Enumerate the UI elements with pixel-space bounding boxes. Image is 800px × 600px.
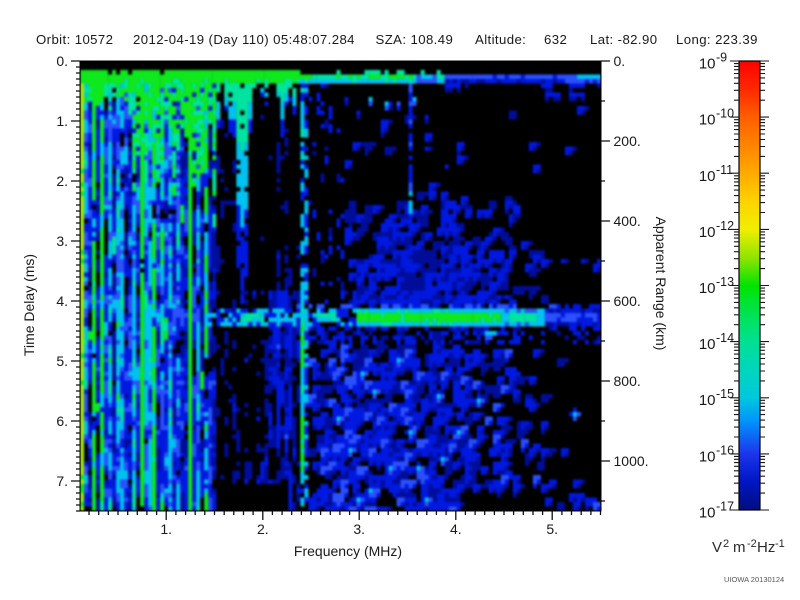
svg-text:5.: 5.	[56, 353, 68, 369]
svg-text:10: 10	[699, 505, 716, 522]
svg-text:6.: 6.	[56, 413, 68, 429]
svg-text:632: 632	[544, 32, 567, 47]
svg-text:-12: -12	[716, 219, 734, 233]
svg-text:Time Delay (ms): Time Delay (ms)	[21, 254, 37, 356]
svg-text:-17: -17	[716, 500, 734, 514]
svg-text:Altitude:: Altitude:	[475, 32, 526, 47]
svg-text:2: 2	[723, 538, 729, 550]
svg-text:Frequency (MHz): Frequency (MHz)	[294, 543, 402, 559]
svg-text:800.: 800.	[614, 373, 641, 389]
svg-text:10: 10	[699, 168, 716, 185]
svg-text:2012-04-19 (Day 110) 05:48:07.: 2012-04-19 (Day 110) 05:48:07.284	[133, 32, 355, 47]
svg-text:Hz: Hz	[757, 539, 775, 556]
svg-text:10: 10	[699, 336, 716, 353]
svg-text:V: V	[712, 539, 722, 556]
svg-text:1.: 1.	[56, 113, 68, 129]
svg-text:2.: 2.	[56, 173, 68, 189]
svg-text:-11: -11	[716, 163, 733, 177]
svg-text:1.: 1.	[160, 521, 172, 537]
svg-text:0.: 0.	[614, 53, 626, 69]
svg-text:-13: -13	[716, 275, 734, 289]
svg-text:200.: 200.	[614, 133, 641, 149]
svg-text:0.: 0.	[56, 53, 68, 69]
svg-text:UIOWA 20130124: UIOWA 20130124	[724, 575, 784, 584]
svg-text:-9: -9	[716, 51, 727, 65]
svg-text:Apparent Range (km): Apparent Range (km)	[653, 217, 669, 351]
svg-text:10: 10	[699, 112, 716, 129]
svg-text:10: 10	[699, 56, 716, 73]
svg-text:-14: -14	[716, 331, 734, 345]
svg-text:3.: 3.	[353, 521, 365, 537]
svg-text:3.: 3.	[56, 233, 68, 249]
svg-text:10: 10	[699, 224, 716, 241]
svg-text:400.: 400.	[614, 213, 641, 229]
svg-text:4.: 4.	[56, 293, 68, 309]
svg-text:2.: 2.	[257, 521, 269, 537]
svg-text:10: 10	[699, 448, 716, 465]
svg-text:-10: -10	[716, 107, 734, 121]
svg-text:1000.: 1000.	[614, 453, 649, 469]
svg-text:Lat: -82.90: Lat: -82.90	[590, 32, 657, 47]
svg-text:10: 10	[699, 392, 716, 409]
svg-text:4.: 4.	[450, 521, 462, 537]
svg-text:5.: 5.	[546, 521, 558, 537]
svg-text:Long: 223.39: Long: 223.39	[676, 32, 758, 47]
svg-text:m: m	[733, 539, 746, 556]
svg-text:7.: 7.	[56, 473, 68, 489]
svg-text:-16: -16	[716, 443, 734, 457]
svg-text:-2: -2	[747, 538, 757, 550]
svg-text:10: 10	[699, 280, 716, 297]
svg-text:SZA: 108.49: SZA: 108.49	[376, 32, 454, 47]
svg-text:Orbit: 10572: Orbit: 10572	[36, 32, 113, 47]
svg-text:-1: -1	[775, 538, 785, 550]
svg-text:600.: 600.	[614, 293, 641, 309]
svg-text:-15: -15	[716, 387, 734, 401]
